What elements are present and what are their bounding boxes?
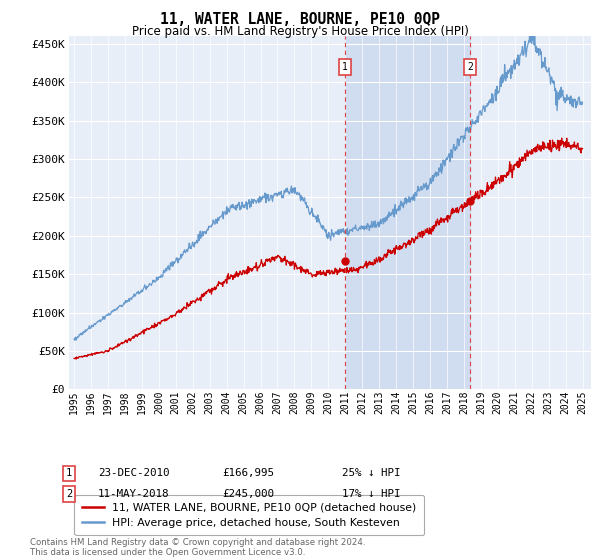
- Text: 1: 1: [66, 468, 72, 478]
- Legend: 11, WATER LANE, BOURNE, PE10 0QP (detached house), HPI: Average price, detached : 11, WATER LANE, BOURNE, PE10 0QP (detach…: [74, 495, 424, 535]
- Text: 17% ↓ HPI: 17% ↓ HPI: [342, 489, 401, 499]
- Text: 11, WATER LANE, BOURNE, PE10 0QP: 11, WATER LANE, BOURNE, PE10 0QP: [160, 12, 440, 27]
- Text: 1: 1: [342, 62, 347, 72]
- Text: 2: 2: [467, 62, 473, 72]
- Text: Price paid vs. HM Land Registry's House Price Index (HPI): Price paid vs. HM Land Registry's House …: [131, 25, 469, 38]
- Text: £245,000: £245,000: [222, 489, 274, 499]
- Text: Contains HM Land Registry data © Crown copyright and database right 2024.
This d: Contains HM Land Registry data © Crown c…: [30, 538, 365, 557]
- Text: 25% ↓ HPI: 25% ↓ HPI: [342, 468, 401, 478]
- Text: 23-DEC-2010: 23-DEC-2010: [98, 468, 169, 478]
- Text: 11-MAY-2018: 11-MAY-2018: [98, 489, 169, 499]
- Text: 2: 2: [66, 489, 72, 499]
- Text: £166,995: £166,995: [222, 468, 274, 478]
- Bar: [345, 36, 470, 389]
